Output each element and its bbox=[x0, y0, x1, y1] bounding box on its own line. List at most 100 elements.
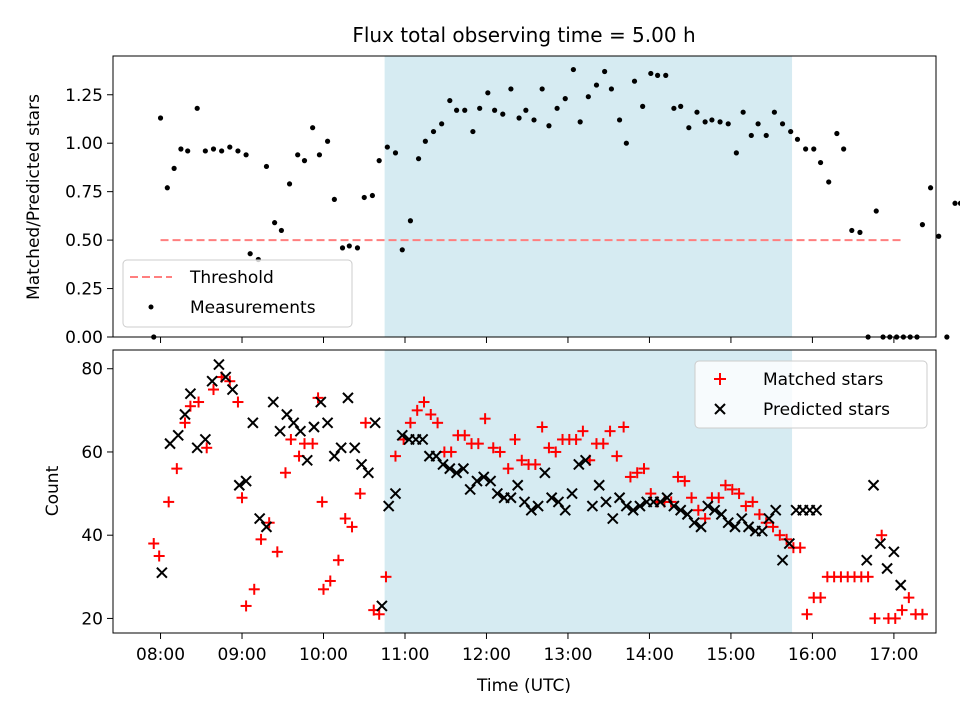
measurement-point bbox=[771, 109, 777, 115]
matched-point bbox=[686, 492, 698, 504]
ratio-y-tick-label: 1.25 bbox=[65, 86, 103, 106]
predicted-point bbox=[894, 579, 907, 591]
count-y-tick-label: 60 bbox=[81, 443, 103, 463]
measurement-point bbox=[585, 94, 591, 100]
x-tick-label: 17:00 bbox=[869, 645, 918, 665]
predicted-point bbox=[559, 504, 571, 516]
predicted-point bbox=[335, 442, 347, 454]
measurement-point bbox=[516, 115, 522, 121]
predicted-point bbox=[715, 508, 728, 521]
matched-point bbox=[550, 446, 562, 458]
measurement-point bbox=[539, 86, 545, 92]
matched-point bbox=[862, 571, 874, 583]
measurement-point bbox=[202, 148, 208, 154]
measurement-point bbox=[500, 111, 506, 117]
matched-point bbox=[418, 396, 430, 408]
measurement-point bbox=[593, 82, 600, 88]
predicted-point bbox=[389, 487, 402, 500]
matched-point bbox=[316, 496, 328, 508]
measurement-point bbox=[654, 72, 661, 78]
measurement-point bbox=[477, 105, 483, 111]
measurement-point bbox=[919, 222, 926, 228]
measurement-point bbox=[346, 243, 352, 249]
count-y-tick-label: 80 bbox=[81, 360, 103, 380]
measurement-point bbox=[185, 148, 191, 154]
measurement-point bbox=[531, 117, 537, 123]
predicted-point bbox=[708, 504, 721, 516]
predicted-point bbox=[783, 537, 796, 550]
measurement-point bbox=[686, 125, 692, 131]
matched-point bbox=[509, 433, 521, 445]
matched-point bbox=[232, 396, 244, 408]
matched-point bbox=[207, 384, 219, 396]
measurement-point bbox=[873, 208, 879, 214]
predicted-point bbox=[199, 433, 212, 446]
matched-point bbox=[889, 612, 901, 624]
measurement-point bbox=[194, 105, 200, 111]
measurement-point bbox=[640, 103, 646, 109]
predicted-point bbox=[532, 500, 544, 512]
measurement-point bbox=[508, 86, 514, 92]
matched-point bbox=[494, 446, 506, 458]
matched-point bbox=[171, 463, 183, 475]
matched-point bbox=[373, 608, 385, 620]
matched-point bbox=[747, 496, 759, 508]
matched-point bbox=[597, 438, 609, 450]
predicted-point bbox=[355, 458, 368, 471]
predicted-point bbox=[729, 521, 741, 533]
matched-point bbox=[638, 463, 650, 475]
matched-point bbox=[543, 442, 555, 454]
predicted-point bbox=[810, 504, 823, 516]
measurement-point bbox=[623, 140, 629, 146]
predicted-point bbox=[315, 396, 327, 408]
measurement-point bbox=[354, 245, 361, 251]
measurement-point bbox=[834, 130, 840, 137]
chart-title: Flux total observing time = 5.00 h bbox=[352, 23, 695, 47]
measurement-point bbox=[725, 121, 731, 127]
matched-point bbox=[896, 604, 908, 616]
matched-point bbox=[324, 575, 336, 587]
measurement-point bbox=[415, 156, 422, 162]
predicted-point bbox=[321, 417, 334, 429]
predicted-point bbox=[654, 496, 667, 508]
measurement-point bbox=[608, 86, 615, 92]
predicted-point bbox=[253, 512, 266, 525]
measurement-point bbox=[523, 107, 529, 113]
matched-point bbox=[713, 492, 725, 504]
measurement-point bbox=[164, 185, 170, 191]
predicted-point bbox=[776, 554, 789, 566]
matched-point bbox=[794, 542, 806, 554]
measurement-point bbox=[936, 233, 942, 239]
predicted-point bbox=[184, 387, 197, 400]
predicted-point bbox=[668, 500, 680, 512]
matched-point bbox=[624, 471, 636, 483]
measurement-point bbox=[286, 181, 293, 187]
measurement-point bbox=[702, 119, 708, 125]
matched-point bbox=[425, 409, 437, 421]
measurement-point bbox=[462, 107, 468, 113]
x-tick-label: 11:00 bbox=[380, 645, 429, 665]
matched-point bbox=[263, 517, 275, 529]
matched-point bbox=[719, 479, 731, 491]
predicted-point bbox=[607, 512, 619, 525]
predicted-point bbox=[552, 496, 565, 508]
predicted-point bbox=[274, 425, 286, 437]
measurement-point bbox=[663, 72, 669, 78]
predicted-point bbox=[437, 458, 449, 471]
measurement-point bbox=[803, 146, 809, 152]
predicted-point bbox=[450, 467, 463, 479]
measurement-point bbox=[157, 115, 164, 121]
predicted-point bbox=[308, 421, 320, 433]
predicted-point bbox=[770, 504, 782, 516]
matched-point bbox=[472, 438, 484, 450]
predicted-point bbox=[579, 454, 592, 466]
measurement-point bbox=[709, 117, 715, 123]
measurement-point bbox=[219, 148, 225, 154]
count-x-ticks: 08:00 09:00 10:00 11:00 12:00 13:00 14:00 15:00… bbox=[136, 633, 918, 665]
predicted-point bbox=[722, 517, 734, 529]
threshold-legend-label: Threshold bbox=[189, 268, 274, 288]
predicted-point bbox=[478, 471, 490, 483]
predicted-point bbox=[573, 458, 585, 471]
predicted-point bbox=[593, 479, 605, 491]
